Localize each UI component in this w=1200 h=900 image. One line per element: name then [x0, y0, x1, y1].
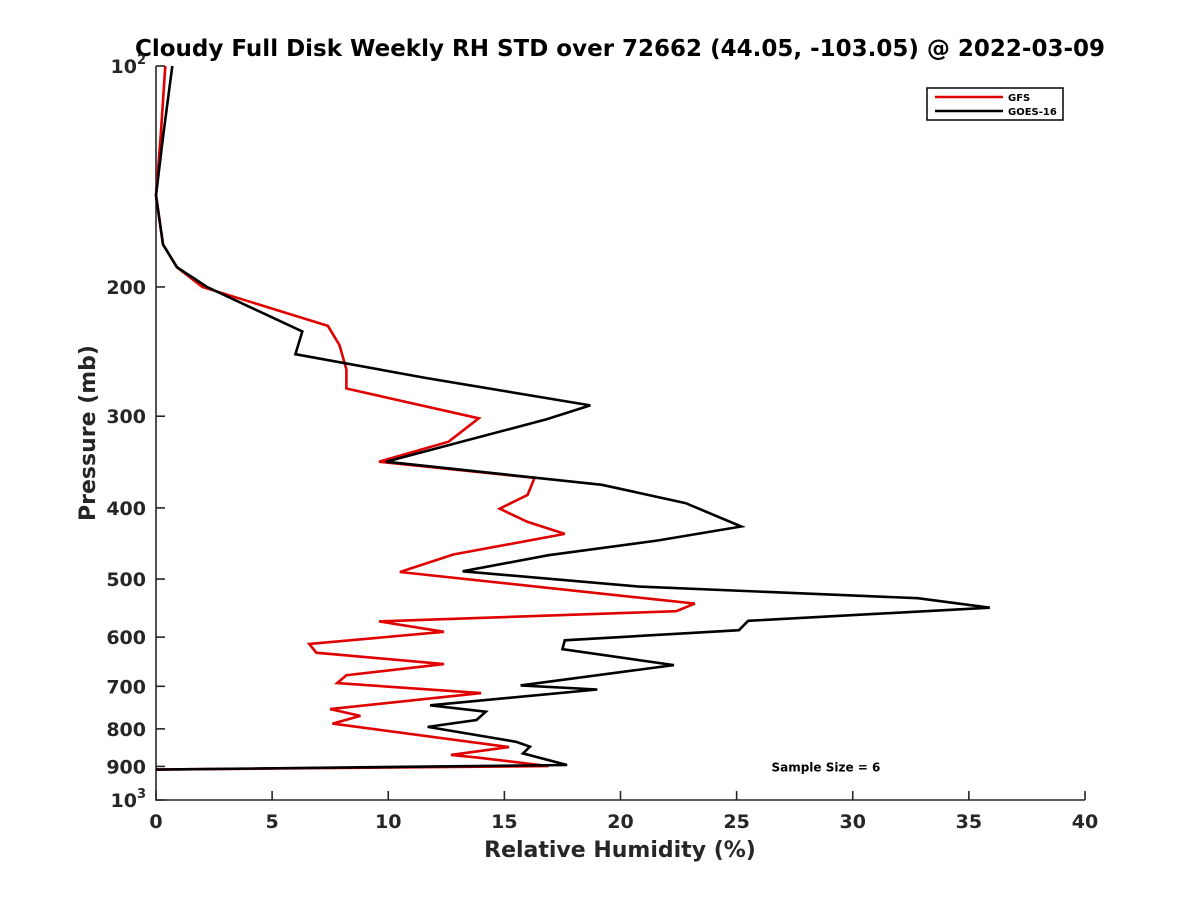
axis-frame	[155, 66, 1085, 801]
y-tick-label: 900	[106, 756, 146, 778]
plot-area: 0 5 10 15 20 25 30 35 40 102 200 300 400 500 600 700 80…	[106, 53, 1098, 833]
x-axis-label: Relative Humidity (%)	[484, 838, 756, 863]
legend-label: GOES-16	[1008, 107, 1057, 118]
x-tick-label: 40	[1072, 811, 1098, 833]
legend: GFS GOES-16	[926, 87, 1064, 121]
series-line-goes-16	[154, 65, 990, 771]
legend-box	[926, 87, 1064, 121]
y-tick-label: 103	[111, 787, 147, 812]
x-tick-label: 20	[607, 811, 633, 833]
x-tick-label: 10	[375, 811, 401, 833]
y-tick-label: 800	[106, 719, 146, 741]
x-tick-label: 35	[956, 811, 982, 833]
x-tick-label: 5	[266, 811, 279, 833]
y-axis-ticks: 102 200 300 400 500 600 700 800 900 103	[106, 53, 165, 812]
series-layer	[154, 65, 990, 771]
chart-title: Cloudy Full Disk Weekly RH STD over 7266…	[135, 36, 1105, 62]
y-tick-label: 600	[106, 627, 146, 649]
x-tick-label: 15	[491, 811, 517, 833]
x-tick-label: 30	[840, 811, 866, 833]
series-line-gfs	[154, 65, 696, 771]
y-tick-label: 700	[106, 676, 146, 698]
annotations: Sample Size = 6	[771, 760, 880, 774]
x-axis-ticks: 0 5 10 15 20 25 30 35 40	[149, 791, 1098, 833]
sample-size-annotation: Sample Size = 6	[771, 760, 880, 774]
y-tick-label: 400	[106, 498, 146, 520]
y-tick-label: 300	[106, 406, 146, 428]
y-tick-label: 102	[111, 53, 147, 78]
y-axis-label: Pressure (mb)	[76, 345, 101, 521]
y-tick-label: 200	[106, 277, 146, 299]
y-tick-label: 500	[106, 569, 146, 591]
x-tick-label: 25	[723, 811, 749, 833]
legend-label: GFS	[1008, 93, 1030, 104]
x-tick-label: 0	[149, 811, 162, 833]
